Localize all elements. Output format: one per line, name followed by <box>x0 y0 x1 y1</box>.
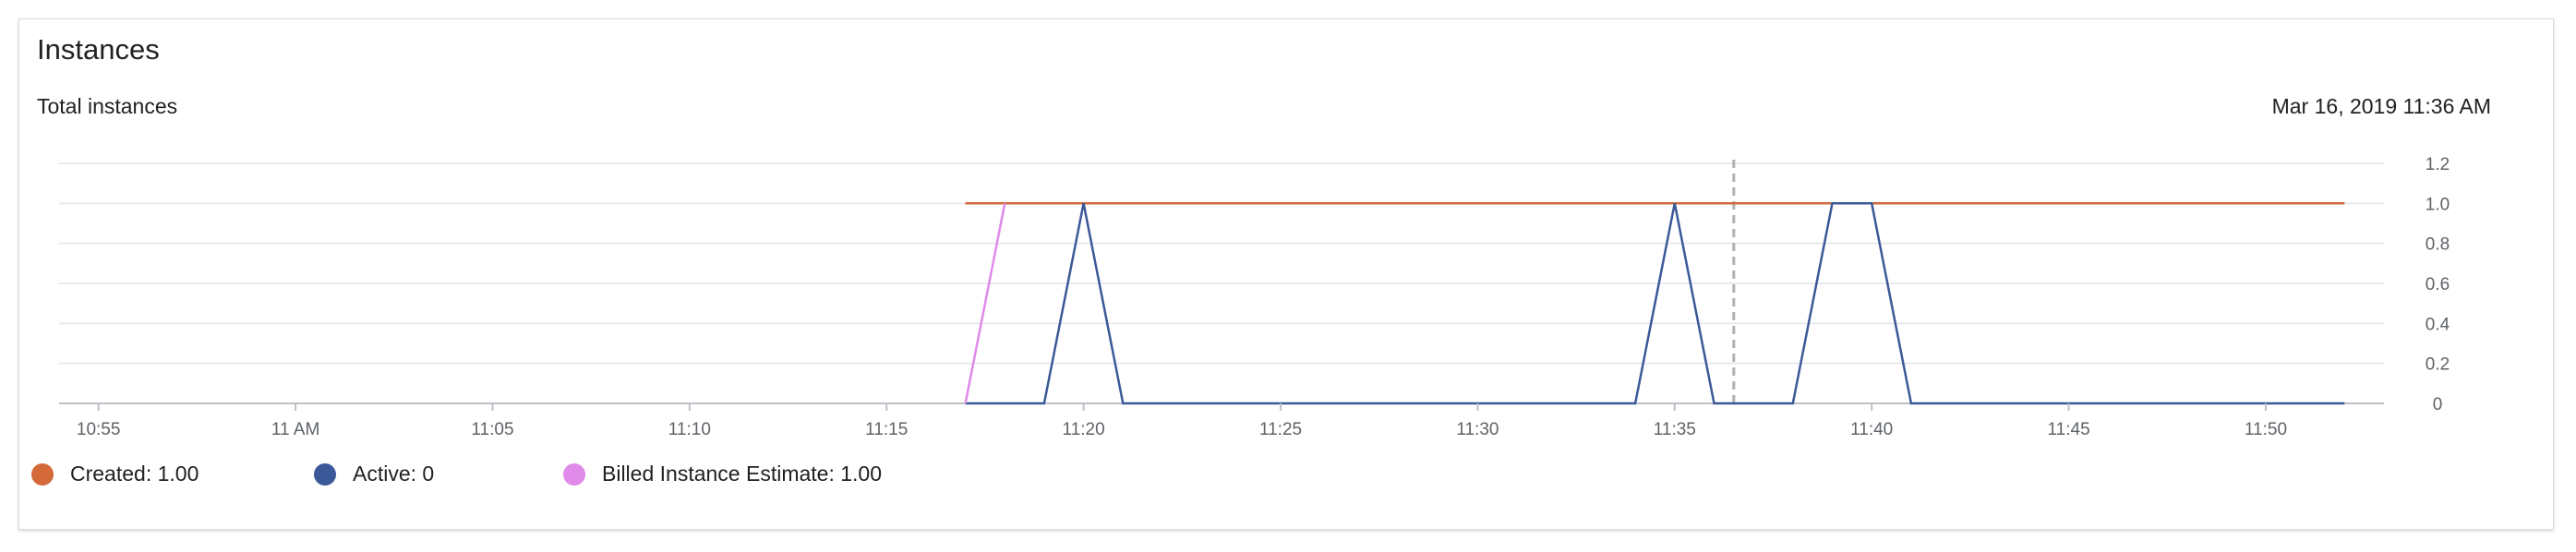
active-dot-icon <box>314 462 336 486</box>
y-tick-label: 0.6 <box>2426 275 2450 294</box>
chart-series <box>964 202 2345 405</box>
x-tick-label: 11:25 <box>1259 420 1302 439</box>
x-tick-label: 11:10 <box>668 420 711 439</box>
legend-label-billed-estimate: Billed Instance Estimate: 1.00 <box>602 462 882 486</box>
series-line-billed-instance-estimate <box>964 203 1006 404</box>
created-dot-icon <box>31 462 54 486</box>
legend-item-created[interactable]: Created: 1.00 <box>31 462 199 486</box>
y-tick-label: 0.8 <box>2426 235 2450 255</box>
y-tick-label: 0 <box>2433 395 2443 414</box>
x-tick-label: 11:45 <box>2048 420 2090 439</box>
y-tick-label: 1.2 <box>2426 155 2450 174</box>
legend-item-active[interactable]: Active: 0 <box>314 462 434 486</box>
chart-grid <box>59 162 2384 404</box>
x-tick-label: 11 AM <box>271 420 319 439</box>
y-tick-label: 1.0 <box>2426 195 2450 214</box>
x-tick-label: 10:55 <box>77 420 121 439</box>
y-axis-ticks: 1.2 1.0 0.8 0.6 0.4 0.2 0 <box>2426 155 2450 414</box>
x-tick-label: 11:20 <box>1063 420 1105 439</box>
legend-label-active: Active: 0 <box>353 462 435 486</box>
y-tick-label: 0.2 <box>2426 355 2450 375</box>
chart-subtitle: Total instances <box>37 94 178 118</box>
instances-card <box>18 18 2554 530</box>
x-tick-label: 11:40 <box>1850 420 1893 439</box>
legend-item-billed-estimate[interactable]: Billed Instance Estimate: 1.00 <box>563 462 882 486</box>
x-tick-label: 11:50 <box>2245 420 2287 439</box>
x-tick-label: 11:15 <box>865 420 908 439</box>
card-title: Instances <box>37 33 160 66</box>
series-line-active <box>965 202 2345 405</box>
x-axis-ticks: 10:55 11 AM 11:05 11:10 11:15 11:20 11:25 11:30… <box>77 403 2287 439</box>
billed-estimate-dot-icon <box>563 462 585 486</box>
x-tick-label: 11:05 <box>471 420 513 439</box>
y-tick-label: 0.4 <box>2426 315 2450 334</box>
legend-label-created: Created: 1.00 <box>70 462 199 486</box>
x-tick-label: 11:35 <box>1654 420 1696 439</box>
x-tick-label: 11:30 <box>1456 420 1499 439</box>
hover-timestamp: Mar 16, 2019 11:36 AM <box>2271 94 2491 118</box>
